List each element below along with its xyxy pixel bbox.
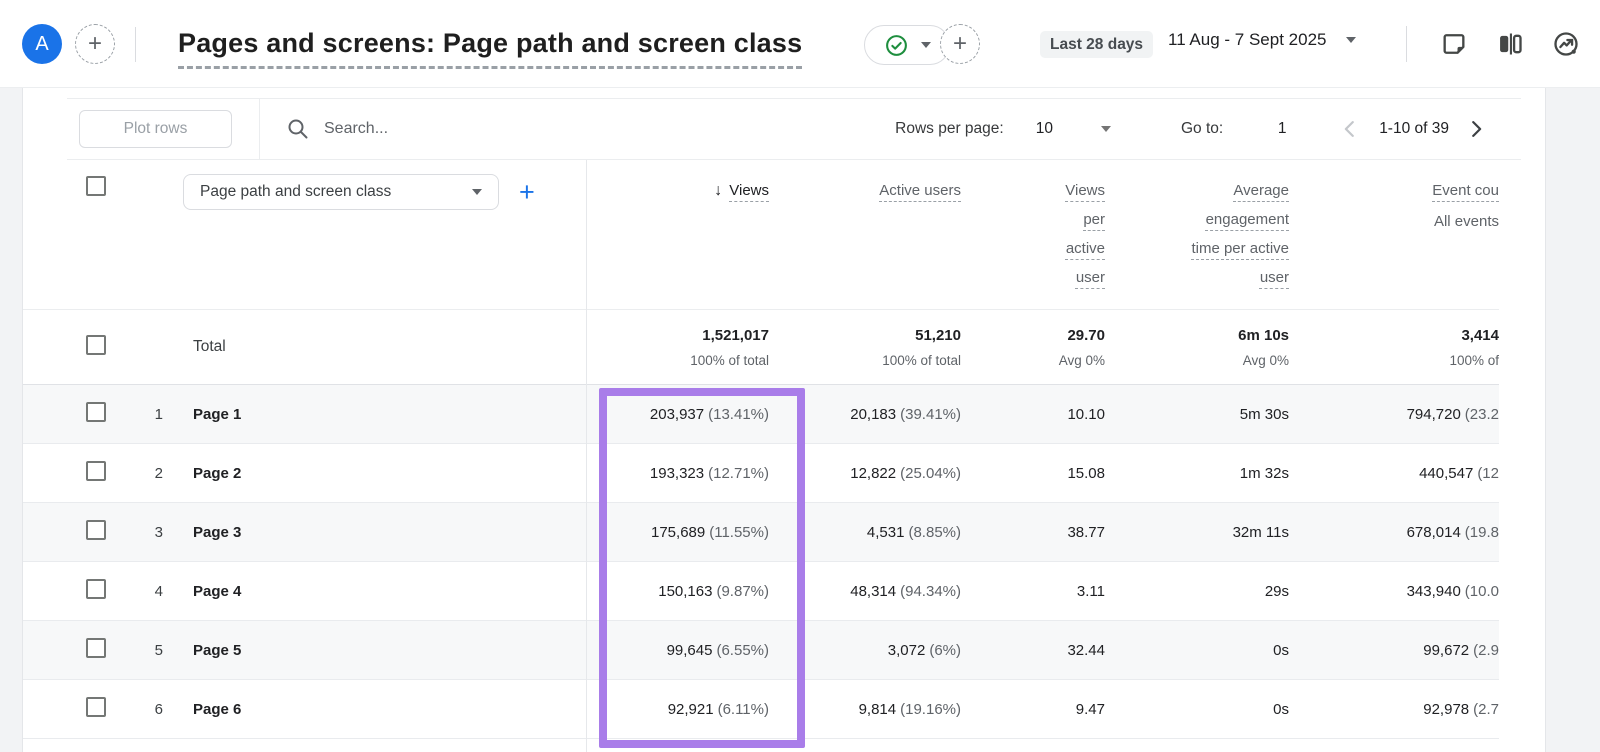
event-count-filter[interactable]: All events	[1433, 213, 1499, 230]
report-table-card: Plot rows Rows per page: 10 Go to:	[22, 88, 1546, 752]
add-button[interactable]: +	[75, 24, 115, 64]
avatar[interactable]: A	[22, 24, 62, 64]
add-column-button[interactable]: +	[519, 176, 535, 207]
page-name: Page 6	[193, 700, 242, 718]
dimension-selector-label: Page path and screen class	[200, 183, 392, 200]
sort-descending-icon: ↓	[714, 182, 723, 199]
table-row: 3 Page 3 175,689 (11.55%) 4,531 (8.85%) 38…	[23, 503, 1499, 562]
comparisons-icon[interactable]	[1496, 30, 1524, 58]
chevron-right-icon[interactable]	[1465, 118, 1487, 140]
chevron-down-icon[interactable]	[1100, 126, 1111, 132]
dimension-selector-dropdown[interactable]: Page path and screen class	[183, 174, 499, 210]
add-comparison-button[interactable]: +	[940, 24, 980, 64]
column-header-views[interactable]: ↓ Views	[586, 160, 769, 205]
chevron-down-icon	[1346, 37, 1357, 43]
check-circle-icon	[885, 34, 907, 56]
date-preset-badge: Last 28 days	[1040, 31, 1154, 58]
rows-per-page-label: Rows per page:	[895, 120, 1004, 137]
row-checkbox[interactable]	[86, 461, 106, 481]
table-toolbar: Plot rows Rows per page: 10 Go to:	[67, 98, 1521, 160]
chevron-down-icon	[920, 42, 931, 48]
pagination-range: 1-10 of 39	[1379, 120, 1449, 137]
row-checkbox[interactable]	[86, 697, 106, 717]
column-header-avg-engagement-time[interactable]: Average engagement time per active user	[1191, 182, 1289, 286]
goto-label: Go to:	[1180, 120, 1224, 137]
total-checkbox[interactable]	[86, 334, 106, 355]
topbar: A + Pages and screens: Page path and scr…	[0, 0, 1600, 88]
column-header-active-users[interactable]: Active users	[879, 182, 961, 199]
date-range-picker[interactable]: 11 Aug - 7 Sept 2025	[1168, 30, 1357, 50]
column-separator	[586, 160, 587, 752]
table-row: 4 Page 4 150,163 (9.87%) 48,314 (94.34%) 3…	[23, 562, 1499, 621]
column-header-event-count[interactable]: Event cou All events	[1289, 160, 1499, 236]
search-icon	[288, 119, 308, 139]
plot-rows-button[interactable]: Plot rows	[79, 110, 232, 148]
row-checkbox[interactable]	[86, 402, 106, 422]
total-label: Total	[193, 338, 226, 355]
row-checkbox[interactable]	[86, 579, 106, 599]
search-input[interactable]	[324, 120, 654, 138]
notes-icon[interactable]	[1440, 30, 1468, 58]
data-table: Page path and screen class + ↓ Views Acti…	[23, 160, 1499, 752]
chevron-down-icon	[472, 189, 482, 195]
column-header-views-per-active-user[interactable]: Views per active user	[1065, 182, 1105, 286]
divider	[259, 98, 260, 160]
row-checkbox[interactable]	[86, 520, 106, 540]
pagination-controls: Rows per page: 10 Go to: 1-10 of 39	[895, 118, 1487, 140]
page-name: Page 4	[193, 582, 242, 600]
table-row: 2 Page 2 193,323 (12.71%) 12,822 (25.04%) …	[23, 444, 1499, 503]
goto-page-input[interactable]	[1265, 120, 1300, 138]
table-row: 6 Page 6 92,921 (6.11%) 9,814 (19.16%) 9.4…	[23, 680, 1499, 739]
report-status-pill[interactable]	[864, 25, 950, 65]
divider	[1406, 26, 1407, 62]
table-row: 5 Page 5 99,645 (6.55%) 3,072 (6%) 32.44 0…	[23, 621, 1499, 680]
page-name: Page 2	[193, 464, 242, 482]
page-name: Page 5	[193, 641, 242, 659]
page-name: Page 1	[193, 405, 242, 423]
table-row: 1 Page 1 203,937 (13.41%) 20,183 (39.41%) …	[23, 385, 1499, 444]
rows-per-page-value[interactable]: 10	[1035, 120, 1053, 137]
page-name: Page 3	[193, 523, 242, 541]
page-background: Plot rows Rows per page: 10 Go to:	[0, 88, 1600, 752]
table-total-row: Total 1,521,017 100% of total 51,210 100% …	[23, 310, 1499, 385]
divider	[135, 27, 136, 62]
select-all-checkbox[interactable]	[86, 176, 106, 196]
search	[286, 117, 654, 141]
table-header-row: Page path and screen class + ↓ Views Acti…	[23, 160, 1499, 310]
insights-icon[interactable]	[1552, 30, 1580, 58]
chevron-left-icon	[1344, 121, 1355, 137]
row-checkbox[interactable]	[86, 638, 106, 658]
page-title[interactable]: Pages and screens: Page path and screen …	[178, 28, 803, 69]
date-range-label: 11 Aug - 7 Sept 2025	[1168, 30, 1327, 49]
